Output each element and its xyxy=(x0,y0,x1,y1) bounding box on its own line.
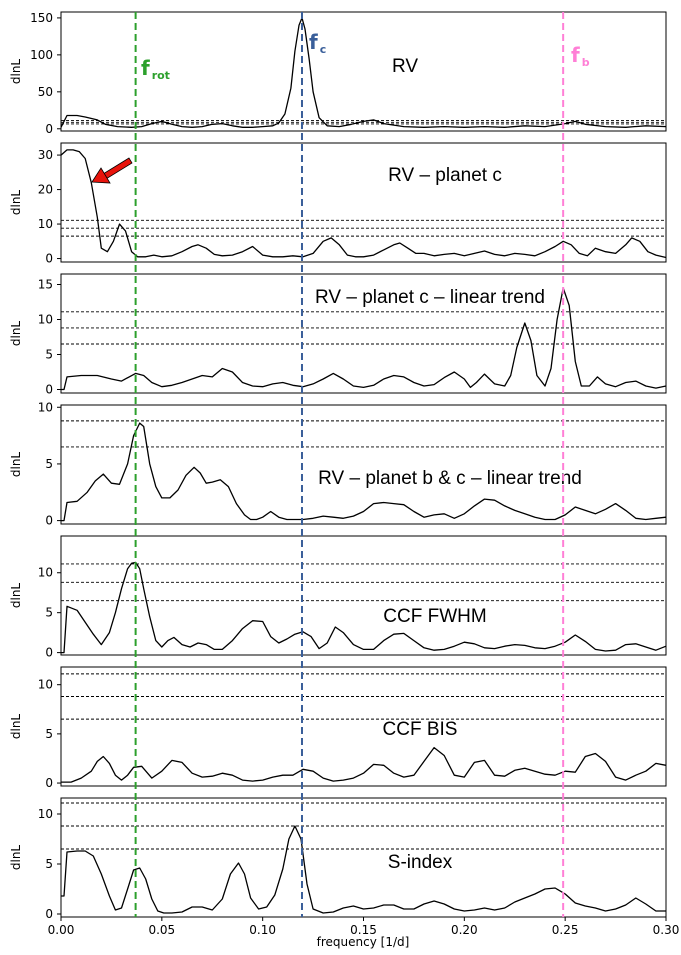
y-tick-label: 10 xyxy=(38,566,53,580)
panel-annotation: CCF FWHM xyxy=(383,606,486,627)
y-tick-label: 5 xyxy=(45,348,53,362)
y-tick-label: 0 xyxy=(45,383,53,397)
y-axis-label: dlnL xyxy=(9,190,23,216)
y-axis-label: dlnL xyxy=(9,321,23,347)
vline-label-f-rot: f rot xyxy=(141,56,170,82)
series-line xyxy=(61,561,667,654)
y-tick-label: 10 xyxy=(38,678,53,692)
panel-annotation: S-index xyxy=(388,852,453,873)
series-line xyxy=(61,825,666,914)
panel-frame xyxy=(60,11,667,132)
panel-frame xyxy=(60,142,667,263)
y-tick-label: 5 xyxy=(45,857,53,871)
y-tick-label: 5 xyxy=(45,606,53,620)
x-axis-label: frequency [1/d] xyxy=(317,935,410,949)
y-tick-label: 0 xyxy=(45,776,53,790)
y-axis-label: dlnL xyxy=(9,845,23,871)
x-tick-label: 0.20 xyxy=(451,923,478,937)
y-axis-label: dlnL xyxy=(9,59,23,85)
panel-4: 0 5 10 dlnL RV – planet b & c – linear trend xyxy=(9,400,667,528)
y-tick-label: 150 xyxy=(30,11,53,25)
y-tick-label: 15 xyxy=(38,278,53,292)
y-tick-label: 0 xyxy=(45,907,53,921)
y-tick-label: 0 xyxy=(45,646,53,660)
arrow-head xyxy=(91,167,111,184)
panel-3: 0 5 10 15 dlnL RV – planet c – linear trend xyxy=(9,273,667,397)
arrow-shaft xyxy=(102,157,133,180)
y-tick-label: 20 xyxy=(38,183,53,197)
panel-annotation: RV – planet c – linear trend xyxy=(315,287,545,308)
panel-annotation: RV xyxy=(392,56,418,77)
panel-frame xyxy=(60,273,667,394)
x-tick-label: 0.15 xyxy=(350,923,377,937)
x-axis: 0.00 0.05 0.10 0.15 0.20 0.25 0.30 xyxy=(48,917,680,937)
y-tick-label: 10 xyxy=(38,807,53,821)
y-tick-label: 30 xyxy=(38,148,53,162)
x-tick-label: 0.00 xyxy=(48,923,75,937)
panel-2: 0 10 20 30 dlnL RV – planet c xyxy=(9,142,667,266)
series-line xyxy=(61,746,667,783)
x-tick-label: 0.30 xyxy=(653,923,680,937)
y-tick-label: 10 xyxy=(38,313,53,327)
y-tick-label: 0 xyxy=(45,252,53,266)
y-tick-label: 100 xyxy=(30,48,53,62)
panel-5: 0 5 10 dlnL CCF FWHM xyxy=(9,535,667,660)
y-axis-label: dlnL xyxy=(9,452,23,478)
panel-annotation: RV – planet b & c – linear trend xyxy=(318,468,582,489)
panel-frame xyxy=(60,535,667,656)
y-tick-label: 10 xyxy=(38,400,53,414)
series-line xyxy=(60,17,667,128)
x-tick-label: 0.10 xyxy=(249,923,276,937)
y-tick-label: 5 xyxy=(45,727,53,741)
panel-annotation: RV – planet c xyxy=(388,165,502,186)
y-tick-label: 5 xyxy=(45,457,53,471)
y-axis-label: dlnL xyxy=(9,583,23,609)
y-tick-label: 0 xyxy=(45,122,53,136)
y-tick-label: 50 xyxy=(38,85,53,99)
y-axis-label: dlnL xyxy=(9,714,23,740)
x-tick-label: 0.05 xyxy=(148,923,175,937)
series-line xyxy=(61,422,667,522)
series-line xyxy=(61,287,667,391)
y-tick-label: 10 xyxy=(38,217,53,231)
y-tick-label: 0 xyxy=(45,514,53,528)
panel-7: 0 5 10 dlnL S-index xyxy=(9,797,667,921)
panel-1: 0 50 100 150 dlnL RV xyxy=(9,11,667,136)
x-tick-label: 0.25 xyxy=(552,923,579,937)
panel-frame xyxy=(60,666,667,787)
series-line xyxy=(60,149,667,259)
red-arrow-icon xyxy=(91,157,133,184)
panel-annotation: CCF BIS xyxy=(383,719,458,740)
vline-overlay: f rot f c f b xyxy=(91,12,590,917)
panel-frame xyxy=(60,404,667,525)
panel-6: 0 5 10 dlnL CCF BIS xyxy=(9,666,667,790)
